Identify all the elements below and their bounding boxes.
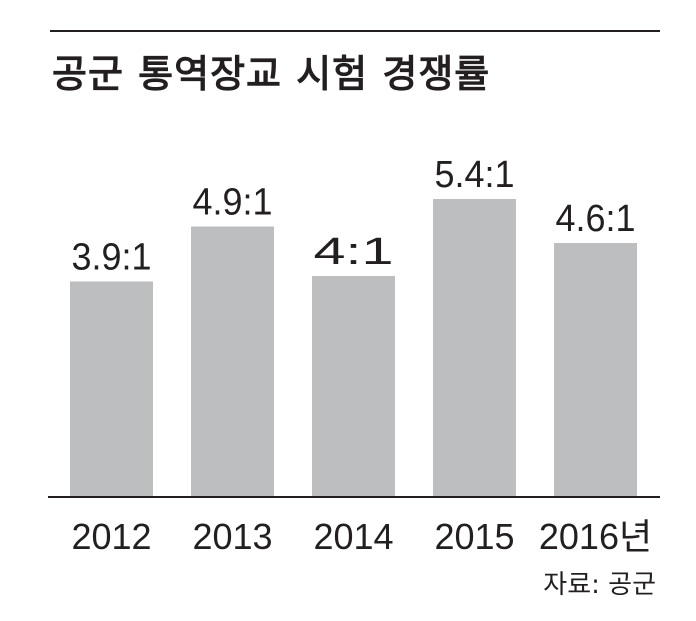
bar-2013 — [191, 226, 274, 496]
bar-2014 — [312, 276, 395, 496]
top-rule — [50, 30, 660, 32]
source-note: 자료: 공군 — [543, 570, 656, 600]
x-tick-label-2012: 2012 — [71, 516, 151, 557]
value-labels-layer: 3.9:1 4.9:1 4:1 5.4:1 4.6:1 — [72, 154, 636, 279]
bar-2016년 — [554, 243, 637, 496]
x-tick-label-2013: 2013 — [192, 516, 272, 557]
x-tick-label-2016년: 2016년 — [539, 516, 652, 557]
bars-layer — [70, 199, 637, 496]
bar-2015 — [433, 199, 516, 496]
value-label-2016년: 4.6:1 — [556, 198, 636, 240]
x-tick-label-2015: 2015 — [434, 516, 514, 557]
value-label-2012: 3.9:1 — [72, 237, 152, 279]
chart-title: 공군 통역장교 시험 경쟁률 — [52, 52, 491, 96]
x-tick-labels-layer: 2012 2013 2014 2015 2016년 — [71, 516, 652, 557]
value-label-2014: 4:1 — [314, 231, 394, 273]
value-label-2015: 5.4:1 — [435, 154, 515, 196]
x-tick-label-2014: 2014 — [313, 516, 393, 557]
value-label-2013: 4.9:1 — [193, 182, 273, 224]
bar-2012 — [70, 281, 153, 496]
